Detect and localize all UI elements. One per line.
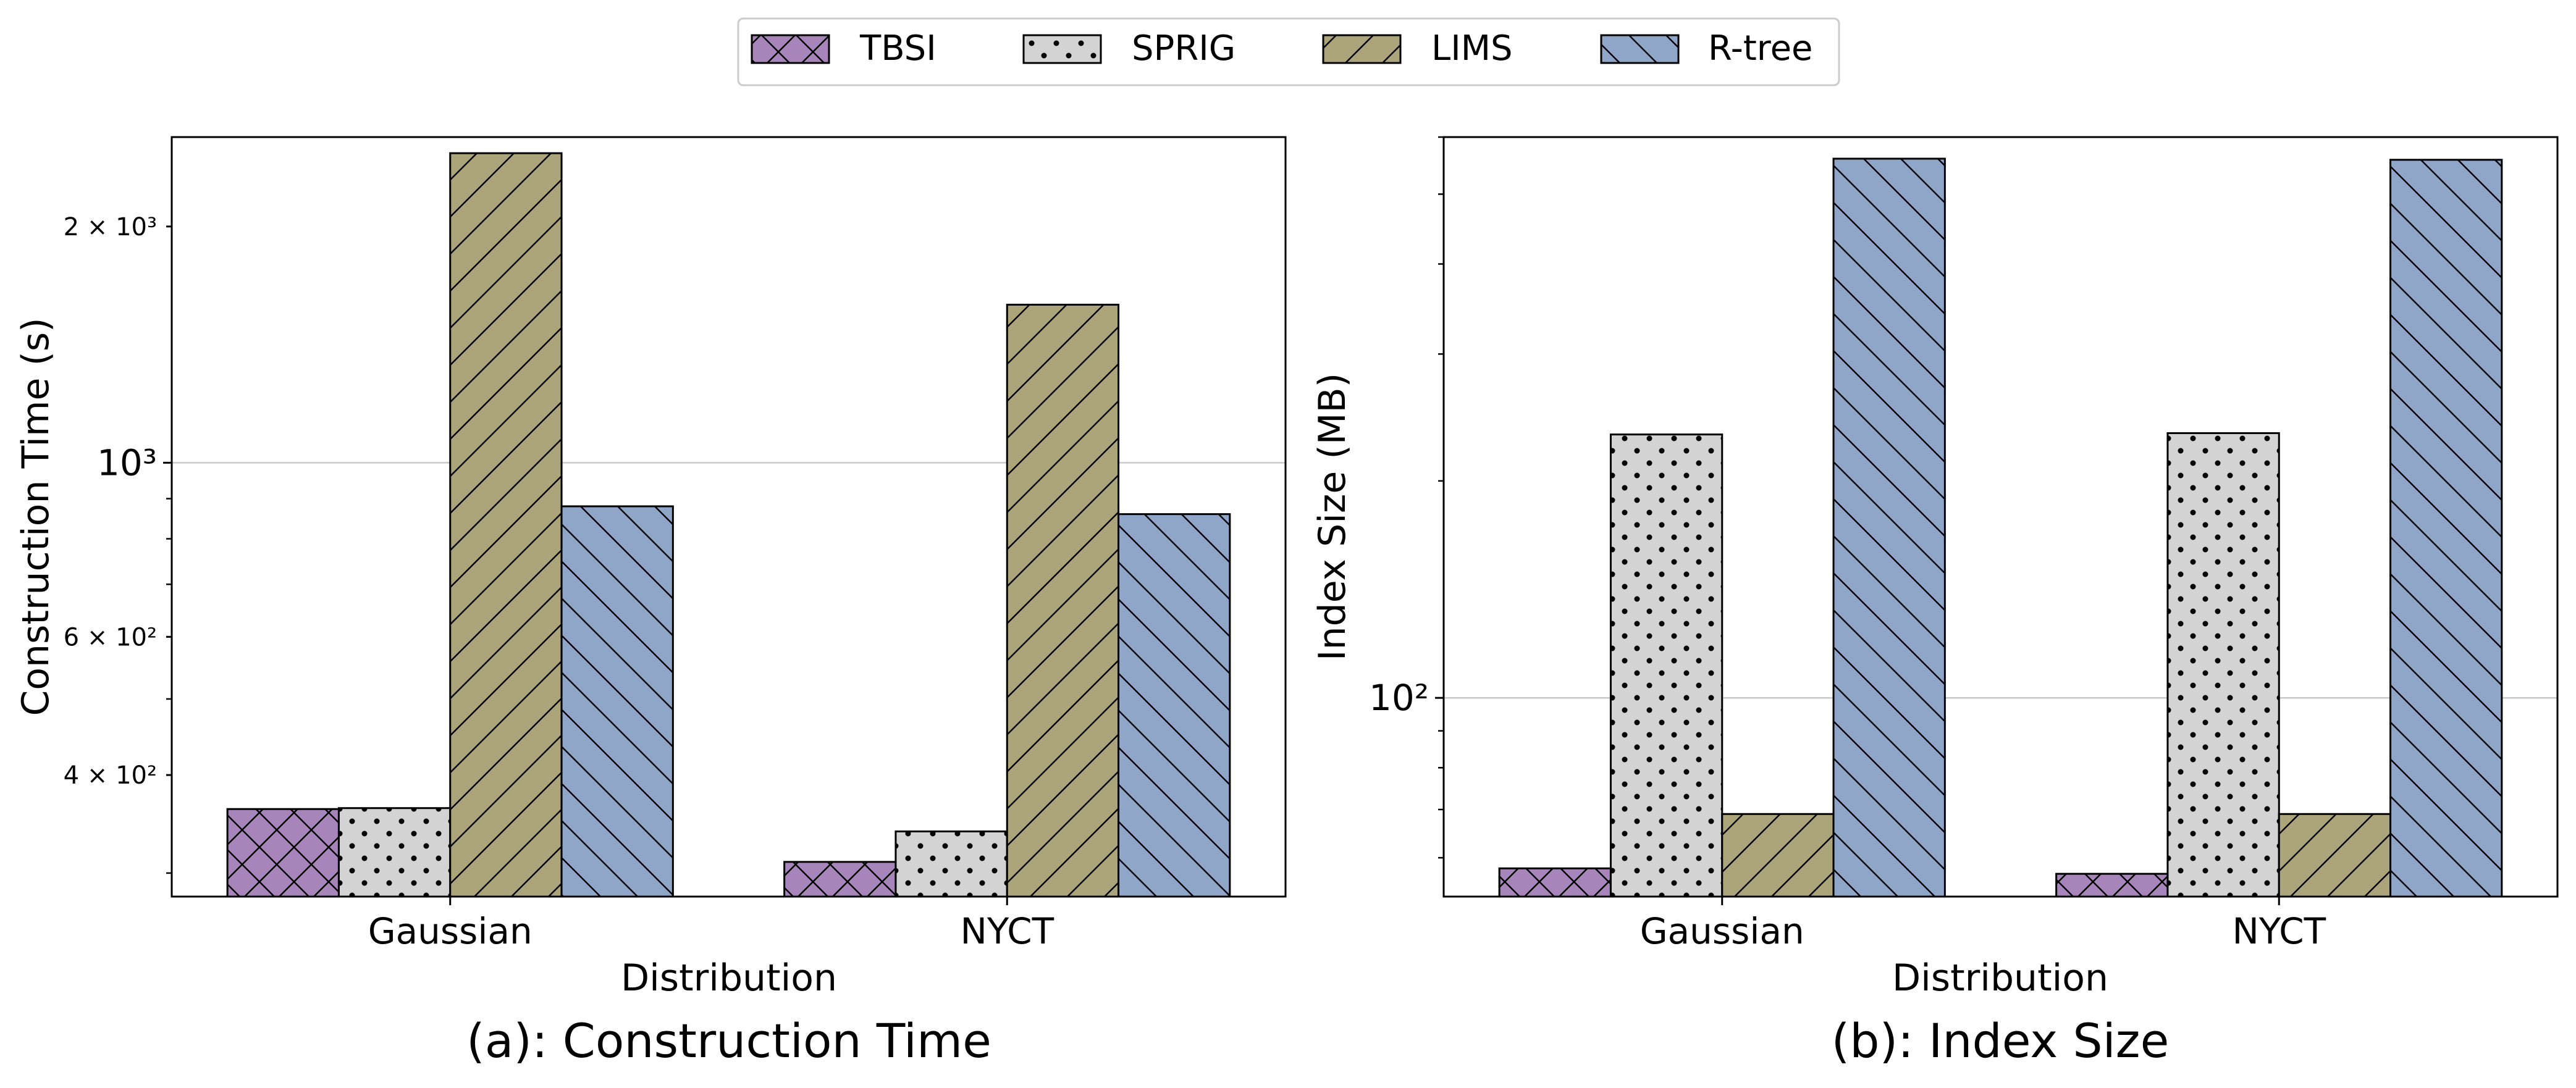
x-tick-label-nyct: NYCT bbox=[2232, 910, 2326, 952]
bar-hatch bbox=[226, 808, 340, 898]
bar-hatch bbox=[783, 861, 897, 898]
legend-swatch-rtree-hatch bbox=[1600, 34, 1680, 64]
legend-label-rtree: R-tree bbox=[1708, 28, 1813, 69]
legend-frame bbox=[737, 17, 1840, 86]
bar-hatch bbox=[2166, 432, 2280, 898]
bar-tbsi-nyct bbox=[783, 861, 897, 898]
legend-swatch-lims-hatch bbox=[1322, 34, 1402, 64]
legend-label-sprig: SPRIG bbox=[1132, 28, 1235, 69]
legend-swatch-sprig-hatch bbox=[1022, 34, 1102, 64]
bar-hatch bbox=[2389, 159, 2503, 898]
legend-label-tbsi: TBSI bbox=[859, 28, 937, 69]
bar-lims-nyct bbox=[1006, 303, 1120, 898]
chart-a-x-axis-label: Distribution bbox=[621, 956, 837, 1000]
chart-b-bars bbox=[1498, 157, 2503, 898]
bar-hatch bbox=[1609, 433, 1724, 898]
bar-hatch bbox=[1721, 813, 1835, 898]
bar-hatch bbox=[337, 807, 452, 898]
bar-hatch bbox=[1118, 513, 1231, 898]
bar-lims-gaussian bbox=[1721, 813, 1835, 898]
bar-sprig-gaussian bbox=[337, 807, 452, 898]
x-tick-label-gaussian: Gaussian bbox=[368, 910, 532, 952]
bar-hatch bbox=[449, 152, 563, 898]
x-tick-label-gaussian: Gaussian bbox=[1640, 910, 1804, 952]
bar-rtree-nyct bbox=[1118, 513, 1231, 898]
chart-a-y-axis: 4 × 10² 6 × 10² 10³ 2 × 10³ bbox=[64, 213, 172, 874]
legend-swatch-tbsi-hatch bbox=[751, 34, 830, 64]
chart-b-x-axis-label: Distribution bbox=[1892, 956, 2108, 1000]
chart-b-y-axis-label: Index Size (MB) bbox=[1311, 373, 1354, 661]
chart-a-plot-frame bbox=[170, 136, 1287, 898]
bar-hatch bbox=[1498, 867, 1612, 898]
chart-a-caption: (a): Construction Time bbox=[466, 1013, 991, 1068]
bar-rtree-gaussian bbox=[560, 505, 674, 898]
bar-lims-gaussian bbox=[449, 152, 563, 898]
chart-b-x-axis: Gaussian NYCT bbox=[1640, 897, 2326, 952]
y-tick-label: 10² bbox=[1369, 677, 1429, 719]
legend-entry-tbsi: TBSI bbox=[751, 28, 937, 69]
bar-sprig-nyct bbox=[894, 830, 1008, 898]
legend-entry-sprig: SPRIG bbox=[1022, 28, 1235, 69]
chart-b-plot-frame bbox=[1442, 136, 2559, 898]
legend-label-lims: LIMS bbox=[1431, 28, 1513, 69]
chart-a: 4 × 10² 6 × 10² 10³ 2 × 10³ Gaussian NYCT Di… bbox=[14, 136, 1287, 1068]
legend-entry-lims: LIMS bbox=[1322, 28, 1513, 69]
bar-hatch bbox=[2278, 813, 2392, 898]
legend: TBSI SPRIG LIMS R-tree bbox=[737, 17, 1840, 86]
chart-a-bars bbox=[226, 152, 1231, 898]
chart-b-y-axis: 10² bbox=[1369, 136, 1444, 859]
legend-entry-rtree: R-tree bbox=[1600, 28, 1813, 69]
bar-hatch bbox=[1006, 303, 1120, 898]
bar-rtree-nyct bbox=[2389, 159, 2503, 898]
y-tick-label: 6 × 10² bbox=[64, 623, 157, 651]
y-tick-label: 4 × 10² bbox=[64, 761, 157, 790]
chart-a-y-axis-label: Construction Time (s) bbox=[14, 317, 57, 716]
bar-lims-nyct bbox=[2278, 813, 2392, 898]
x-tick-label-nyct: NYCT bbox=[960, 910, 1054, 952]
bar-tbsi-gaussian bbox=[226, 808, 340, 898]
bar-hatch bbox=[2055, 872, 2169, 898]
bar-tbsi-nyct bbox=[2055, 872, 2169, 898]
bar-hatch bbox=[894, 830, 1008, 898]
chart-b: 10² Gaussian NYCT Distribution Index Size… bbox=[1311, 136, 2559, 1068]
bar-hatch bbox=[560, 505, 674, 898]
bar-rtree-gaussian bbox=[1832, 157, 1946, 898]
bar-sprig-nyct bbox=[2166, 432, 2280, 898]
y-tick-label: 10³ bbox=[97, 441, 157, 483]
chart-b-caption: (b): Index Size bbox=[1832, 1013, 2170, 1068]
y-tick-label: 2 × 10³ bbox=[64, 213, 157, 241]
bar-hatch bbox=[1832, 157, 1946, 898]
bar-sprig-gaussian bbox=[1609, 433, 1724, 898]
chart-a-x-axis: Gaussian NYCT bbox=[368, 897, 1054, 952]
bar-tbsi-gaussian bbox=[1498, 867, 1612, 898]
